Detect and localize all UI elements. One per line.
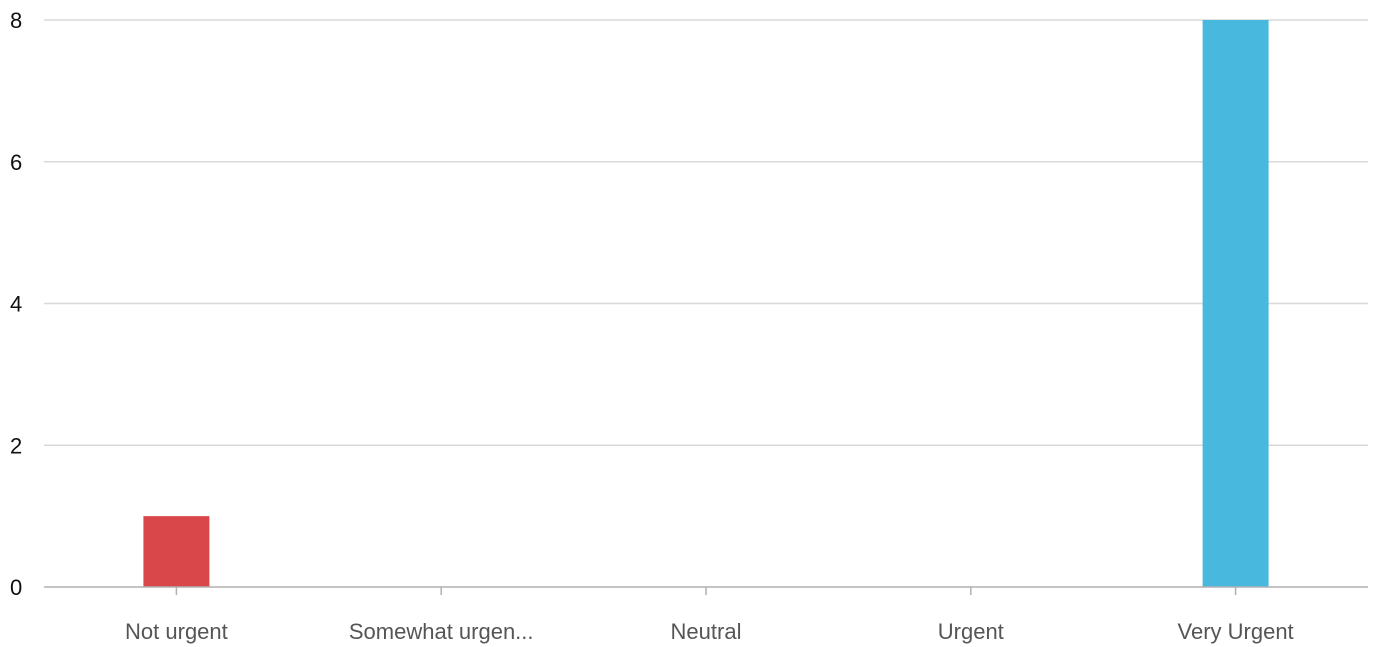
- x-tick-label: Very Urgent: [1178, 619, 1294, 644]
- x-tick-label: Somewhat urgen...: [349, 619, 534, 644]
- x-tick-label: Neutral: [671, 619, 742, 644]
- y-tick-label: 8: [10, 8, 22, 33]
- bar[interactable]: [143, 516, 210, 587]
- gridlines: [44, 19, 1368, 446]
- y-tick-label: 6: [10, 150, 22, 175]
- bar[interactable]: [1202, 20, 1269, 587]
- x-axis: Not urgent Somewhat urgen... Neutral Urgent…: [44, 586, 1368, 644]
- y-tick-label: 0: [10, 575, 22, 600]
- x-tick-label: Not urgent: [125, 619, 228, 644]
- bars: [143, 20, 1269, 587]
- x-tick-label: Urgent: [938, 619, 1004, 644]
- y-axis: 0 2 4 6 8: [10, 8, 22, 600]
- y-tick-label: 4: [10, 292, 22, 317]
- y-tick-label: 2: [10, 433, 22, 458]
